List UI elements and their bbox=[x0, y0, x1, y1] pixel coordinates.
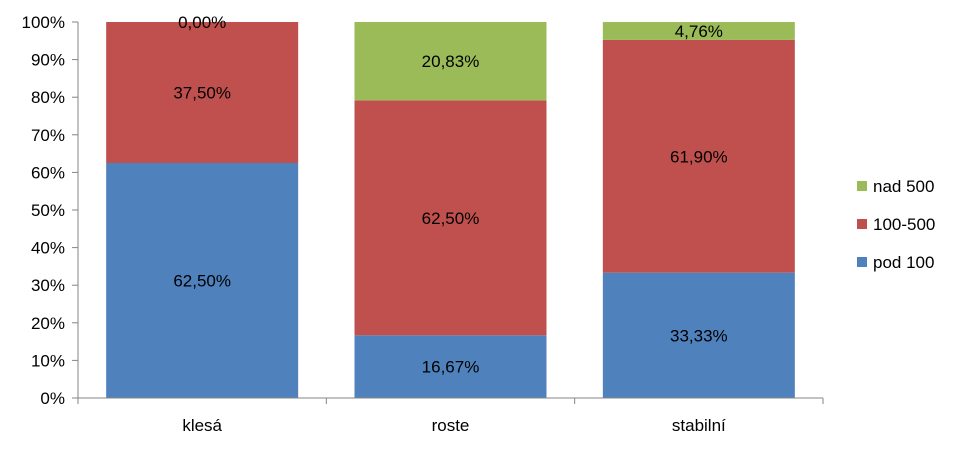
y-tick-label: 90% bbox=[31, 51, 65, 70]
y-tick-label: 0% bbox=[40, 389, 65, 408]
legend-swatch bbox=[857, 257, 867, 267]
category-label: klesá bbox=[182, 416, 222, 435]
bar-segment bbox=[106, 163, 299, 398]
bar-segment bbox=[354, 335, 547, 398]
data-label: 62,50% bbox=[422, 209, 480, 228]
data-label: 62,50% bbox=[173, 272, 231, 291]
bar-segment bbox=[602, 22, 795, 40]
data-label: 37,50% bbox=[173, 84, 231, 103]
y-tick-label: 30% bbox=[31, 276, 65, 295]
data-label: 0,00% bbox=[178, 13, 226, 32]
y-tick-label: 80% bbox=[31, 88, 65, 107]
legend-swatch bbox=[857, 219, 867, 229]
legend-label: pod 100 bbox=[873, 253, 934, 272]
y-tick-label: 70% bbox=[31, 126, 65, 145]
bar-segment bbox=[602, 272, 795, 398]
data-label: 4,76% bbox=[675, 22, 723, 41]
y-tick-label: 10% bbox=[31, 351, 65, 370]
data-label: 33,33% bbox=[670, 326, 728, 345]
y-tick-label: 50% bbox=[31, 201, 65, 220]
category-label: roste bbox=[432, 416, 470, 435]
legend-swatch bbox=[857, 181, 867, 191]
data-label: 61,90% bbox=[670, 147, 728, 166]
y-tick-label: 60% bbox=[31, 163, 65, 182]
legend-label: nad 500 bbox=[873, 177, 934, 196]
bar-segment bbox=[354, 100, 547, 336]
category-label: stabilní bbox=[672, 416, 726, 435]
y-tick-label: 20% bbox=[31, 314, 65, 333]
legend: nad 500 100-500 pod 100 bbox=[857, 177, 935, 272]
y-tick-label: 40% bbox=[31, 239, 65, 258]
bar-segment bbox=[602, 39, 795, 273]
bar-segment bbox=[354, 22, 547, 101]
data-label: 20,83% bbox=[422, 52, 480, 71]
data-label: 16,67% bbox=[422, 358, 480, 377]
plot-area: 0% 10% 20% 30% 40% 50% 60% 70% 80% 90% 100% 62,50% 3… bbox=[22, 13, 824, 435]
bar-segment bbox=[106, 22, 299, 163]
y-tick-label: 100% bbox=[22, 13, 65, 32]
legend-label: 100-500 bbox=[873, 215, 935, 234]
